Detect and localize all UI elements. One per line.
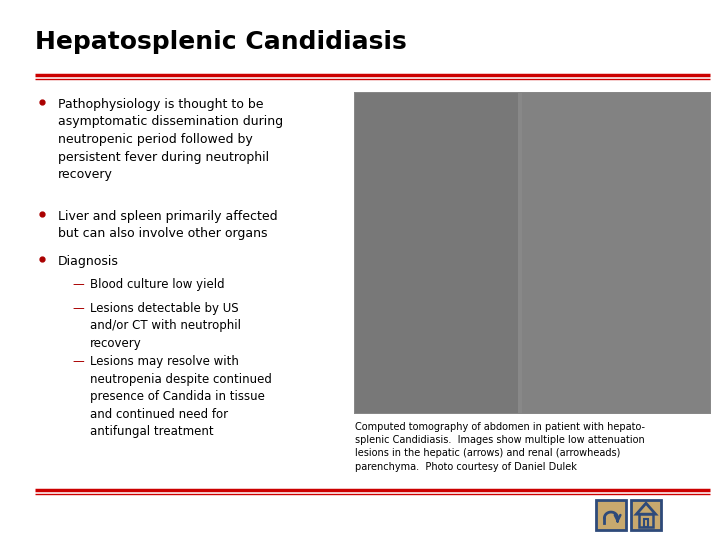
Text: Computed tomography of abdomen in patient with hepato-
splenic Candidiasis.  Ima: Computed tomography of abdomen in patien…	[355, 422, 645, 471]
Bar	[639, 514, 653, 526]
Text: Lesions detectable by US
and/or CT with neutrophil
recovery: Lesions detectable by US and/or CT with …	[90, 302, 241, 350]
Bar	[596, 500, 626, 530]
Text: Lesions may resolve with
neutropenia despite continued
presence of Candida in ti: Lesions may resolve with neutropenia des…	[90, 355, 272, 438]
Text: Pathophysiology is thought to be
asymptomatic dissemination during
neutropenic p: Pathophysiology is thought to be asympto…	[58, 98, 283, 181]
Bar	[522, 93, 710, 413]
Text: Blood culture low yield: Blood culture low yield	[90, 278, 225, 291]
Text: Hepatosplenic Candidiasis: Hepatosplenic Candidiasis	[35, 30, 407, 54]
Text: —: —	[72, 355, 84, 368]
Text: —: —	[72, 278, 84, 291]
Bar	[644, 519, 648, 526]
Text: —: —	[72, 302, 84, 315]
Bar	[354, 92, 711, 414]
Bar	[355, 93, 518, 413]
Bar	[631, 500, 661, 530]
Text: Diagnosis: Diagnosis	[58, 255, 119, 268]
Text: Liver and spleen primarily affected
but can also involve other organs: Liver and spleen primarily affected but …	[58, 210, 278, 240]
